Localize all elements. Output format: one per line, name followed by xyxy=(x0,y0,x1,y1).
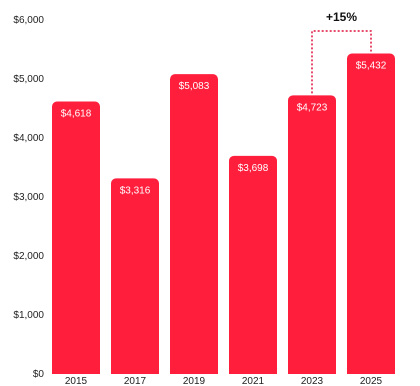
bar-value-label: $4,618 xyxy=(61,109,92,120)
y-tick-label: $6,000 xyxy=(13,15,44,26)
x-tick-label: 2015 xyxy=(65,376,88,386)
bar xyxy=(288,95,336,374)
y-tick-label: $3,000 xyxy=(13,192,44,203)
bar-value-label: $4,723 xyxy=(297,102,328,113)
y-tick-label: $2,000 xyxy=(13,251,44,262)
bar xyxy=(347,53,395,375)
y-tick-label: $4,000 xyxy=(13,133,44,144)
x-tick-label: 2019 xyxy=(183,376,206,386)
growth-annotation: +15% xyxy=(311,10,372,94)
growth-label: +15% xyxy=(326,10,357,24)
bar-value-label: $5,083 xyxy=(179,81,210,92)
bar-value-label: $3,698 xyxy=(238,163,269,174)
bar xyxy=(170,74,218,374)
y-axis: $0 $1,000 $2,000 $3,000 $4,000 $5,000 $6,000 xyxy=(13,15,44,380)
x-tick-label: 2017 xyxy=(124,376,147,386)
x-axis: 2015 2017 2019 2021 2023 2025 xyxy=(65,376,383,386)
bar xyxy=(229,155,277,374)
bar-base xyxy=(111,368,159,374)
y-tick-label: $1,000 xyxy=(13,310,44,321)
bar-base xyxy=(170,368,218,374)
y-tick-label: $0 xyxy=(33,369,45,380)
bar-value-label: $5,432 xyxy=(356,61,387,72)
bar-base xyxy=(229,368,277,374)
bar-base xyxy=(52,368,100,374)
bar-value-label: $3,316 xyxy=(120,185,151,196)
x-tick-label: 2021 xyxy=(242,376,265,386)
x-tick-label: 2023 xyxy=(301,376,324,386)
bar xyxy=(111,178,159,374)
bar-base xyxy=(347,368,395,374)
x-tick-label: 2025 xyxy=(360,376,383,386)
bar xyxy=(52,101,100,375)
bars: $4,618 $3,316 $5,083 $3,698 $4,723 $5,432 xyxy=(52,53,395,375)
bar-base xyxy=(288,368,336,374)
y-tick-label: $5,000 xyxy=(13,74,44,85)
